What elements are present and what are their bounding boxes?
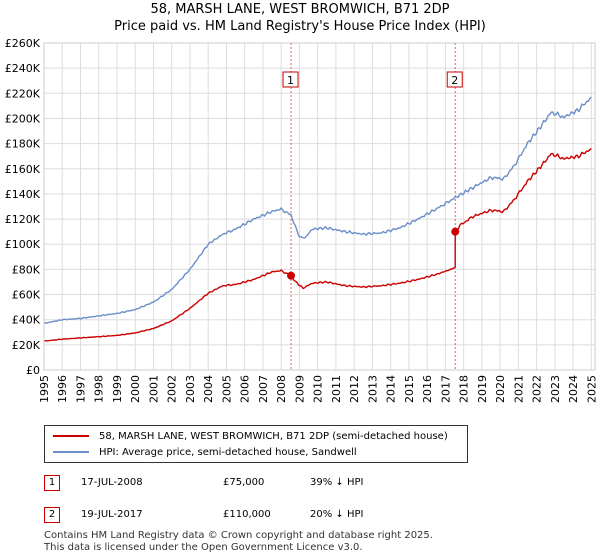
x-tick-label: 2009 (293, 375, 306, 403)
x-tick-label: 2018 (458, 375, 471, 403)
chart-subtitle: Price paid vs. HM Land Registry's House … (114, 19, 486, 34)
chart-title: 58, MARSH LANE, WEST BROMWICH, B71 2DP (150, 2, 450, 17)
legend: 58, MARSH LANE, WEST BROMWICH, B71 2DP (… (44, 425, 468, 463)
sale-point (451, 227, 460, 236)
x-tick-label: 2002 (166, 375, 179, 403)
x-tick-label: 1999 (111, 375, 124, 403)
y-tick-label: £160K (5, 163, 41, 176)
sale-date: 17-JUL-2008 (81, 477, 143, 488)
y-tick-label: £80K (12, 263, 41, 276)
y-tick-label: £260K (5, 37, 41, 50)
x-tick-label: 1996 (56, 375, 69, 403)
x-tick-label: 2014 (385, 375, 398, 403)
x-tick-label: 2015 (403, 375, 416, 403)
x-tick-label: 2012 (348, 375, 361, 403)
y-tick-label: £120K (5, 213, 41, 226)
series-line (43, 148, 592, 342)
y-tick-label: £140K (5, 188, 41, 201)
x-tick-label: 2011 (330, 375, 343, 403)
plot-frame (43, 42, 596, 371)
footer-licence: This data is licensed under the Open Gov… (44, 542, 363, 553)
y-tick-label: £40K (12, 314, 41, 327)
footer-copyright: Contains HM Land Registry data © Crown c… (44, 530, 433, 541)
legend-swatch-property (53, 435, 89, 437)
x-tick-label: 2004 (202, 375, 215, 403)
legend-label-hpi: HPI: Average price, semi-detached house,… (99, 446, 357, 458)
x-tick-label: 2022 (531, 375, 544, 403)
sale-badge: 2 (44, 507, 60, 523)
sale-point (287, 271, 296, 280)
x-tick-label: 2006 (239, 375, 252, 403)
footer: Contains HM Land Registry data © Crown c… (44, 530, 433, 554)
y-tick-label: £240K (5, 62, 41, 75)
sale-marker-box (282, 71, 299, 88)
x-tick-label: 2007 (257, 375, 270, 403)
x-tick-label: 1997 (74, 375, 87, 403)
y-tick-label: £200K (5, 112, 41, 125)
x-tick-label: 2016 (421, 375, 434, 403)
legend-item-hpi: HPI: Average price, semi-detached house,… (53, 445, 357, 459)
x-tick-label: 2003 (184, 375, 197, 403)
x-tick-label: 2013 (366, 375, 379, 403)
x-tick-label: 2020 (494, 375, 507, 403)
y-tick-label: £180K (5, 138, 41, 151)
y-tick-label: £0 (26, 364, 40, 377)
sale-hpi-diff: 39% ↓ HPI (310, 477, 364, 488)
x-tick-label: 2000 (129, 375, 142, 403)
sale-row: 2 19-JUL-2017 £110,000 20% ↓ HPI (44, 507, 564, 527)
x-tick-label: 2019 (476, 375, 489, 403)
sale-row: 1 17-JUL-2008 £75,000 39% ↓ HPI (44, 475, 564, 495)
sale-price: £110,000 (223, 509, 271, 520)
sale-badge: 1 (44, 475, 60, 491)
series-line (43, 96, 592, 325)
sale-marker-label: 1 (287, 74, 294, 87)
x-tick-label: 2001 (147, 375, 160, 403)
x-tick-label: 2024 (567, 375, 580, 403)
x-tick-label: 2021 (512, 375, 525, 403)
price-chart: 1 2 £0 £20K £40K £60K £80K £100K £120K £140K £160… (5, 37, 599, 403)
sale-date: 19-JUL-2017 (81, 509, 143, 520)
legend-swatch-hpi (53, 451, 89, 453)
x-tick-label: 1995 (38, 375, 51, 403)
sale-marker-label: 2 (451, 74, 458, 87)
x-tick-label: 2023 (549, 375, 562, 403)
legend-item-property: 58, MARSH LANE, WEST BROMWICH, B71 2DP (… (53, 429, 448, 443)
y-tick-label: £60K (12, 289, 41, 302)
x-tick-label: 2005 (220, 375, 233, 403)
x-tick-label: 2010 (312, 375, 325, 403)
x-tick-label: 2025 (585, 375, 598, 403)
y-tick-label: £20K (12, 339, 41, 352)
sale-marker-box (446, 71, 463, 88)
y-tick-label: £100K (5, 238, 41, 251)
sale-price: £75,000 (223, 477, 265, 488)
legend-label-property: 58, MARSH LANE, WEST BROMWICH, B71 2DP (… (99, 430, 448, 442)
y-tick-label: £220K (5, 87, 41, 100)
x-tick-label: 1998 (93, 375, 106, 403)
x-tick-label: 2017 (439, 375, 452, 403)
sale-hpi-diff: 20% ↓ HPI (310, 509, 364, 520)
x-tick-label: 2008 (275, 375, 288, 403)
